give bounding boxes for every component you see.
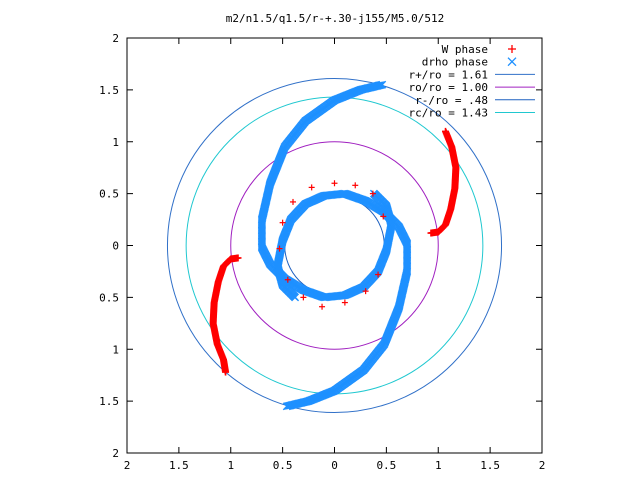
legend-marker-1-d2 — [507, 57, 517, 67]
w-phase-point-ring-6 — [341, 299, 348, 306]
legend-label-2: r+/ro = 1.61 — [409, 68, 488, 81]
x-tick-label-4: 0 — [331, 459, 338, 472]
legend-label-0: W phase — [442, 43, 488, 56]
drho-phase-point-1-181-d2 — [403, 240, 412, 249]
x-tick-label-2: 1 — [227, 459, 234, 472]
w-phase-point-ring-0 — [331, 180, 338, 187]
y-tick-label-4: 0 — [112, 240, 119, 253]
y-tick-label-5: 0.5 — [99, 188, 119, 201]
x-tick-label-5: 0.5 — [376, 459, 396, 472]
circle-layer — [166, 77, 503, 414]
y-tick-label-1: 1.5 — [99, 395, 119, 408]
w-phase-point-ring-13 — [308, 184, 315, 191]
x-tick-label-8: 2 — [539, 459, 546, 472]
legend-label-1: drho phase — [422, 56, 488, 69]
w-phase-point-ring-10 — [276, 245, 283, 252]
drho-phase-point-1-373 — [291, 293, 300, 302]
drho-phase-point-0-181-d2 — [257, 242, 266, 251]
y-tick-label-3: 0.5 — [99, 291, 119, 304]
tick-layer: 2 1.5 1 0.5 0 0.5 1 1.5 221.510.500.511.52 — [99, 32, 545, 472]
x-tick-label-1: 1.5 — [169, 459, 189, 472]
y-tick-label-6: 1 — [112, 136, 119, 149]
legend-label-3: ro/ro = 1.00 — [409, 81, 488, 94]
w-phase-point-ring-11 — [279, 219, 286, 226]
drho-phase-point-1-180-d2 — [403, 241, 412, 250]
reference-circle-1 — [230, 141, 439, 350]
drho-phase-point-0-180-d2 — [257, 241, 266, 250]
chart-title: m2/n1.5/q1.5/r-+.30-j155/M5.0/512 — [226, 12, 445, 25]
w-phase-point-ring-4 — [375, 271, 382, 278]
w-phase-point-0-94 — [442, 127, 450, 135]
x-tick-label-3: 0.5 — [273, 459, 293, 472]
legend-label-5: rc/ro = 1.43 — [409, 107, 488, 120]
reference-circle-0 — [166, 77, 503, 414]
w-phase-point-ring-3 — [380, 213, 387, 220]
w-phase-point-ring-2 — [369, 190, 376, 197]
y-tick-label-7: 1.5 — [99, 84, 119, 97]
legend-marker-1 — [507, 57, 517, 67]
x-tick-label-0: 2 — [124, 459, 131, 472]
legend-label-4: r-/ro = .48 — [415, 94, 488, 107]
w-phase-point-ring-7 — [319, 303, 326, 310]
w-phase-point-1-105 — [222, 368, 230, 376]
x-tick-label-6: 1 — [435, 459, 442, 472]
w-phase-point-ring-1 — [352, 182, 359, 189]
legend-marker-0 — [508, 45, 516, 53]
w-phase-point-ring-5 — [362, 288, 369, 295]
w-phase-point-ring-12 — [290, 198, 296, 205]
w-phase-point-ring-8 — [300, 294, 307, 301]
data-layer — [209, 80, 460, 411]
y-tick-label-8: 2 — [112, 32, 119, 45]
drho-phase-point-1-373-d2 — [291, 293, 300, 302]
y-tick-label-0: 2 — [112, 447, 119, 460]
w-phase-point-ring-9 — [284, 276, 291, 283]
y-tick-label-2: 1 — [112, 343, 119, 356]
x-tick-label-7: 1.5 — [480, 459, 500, 472]
